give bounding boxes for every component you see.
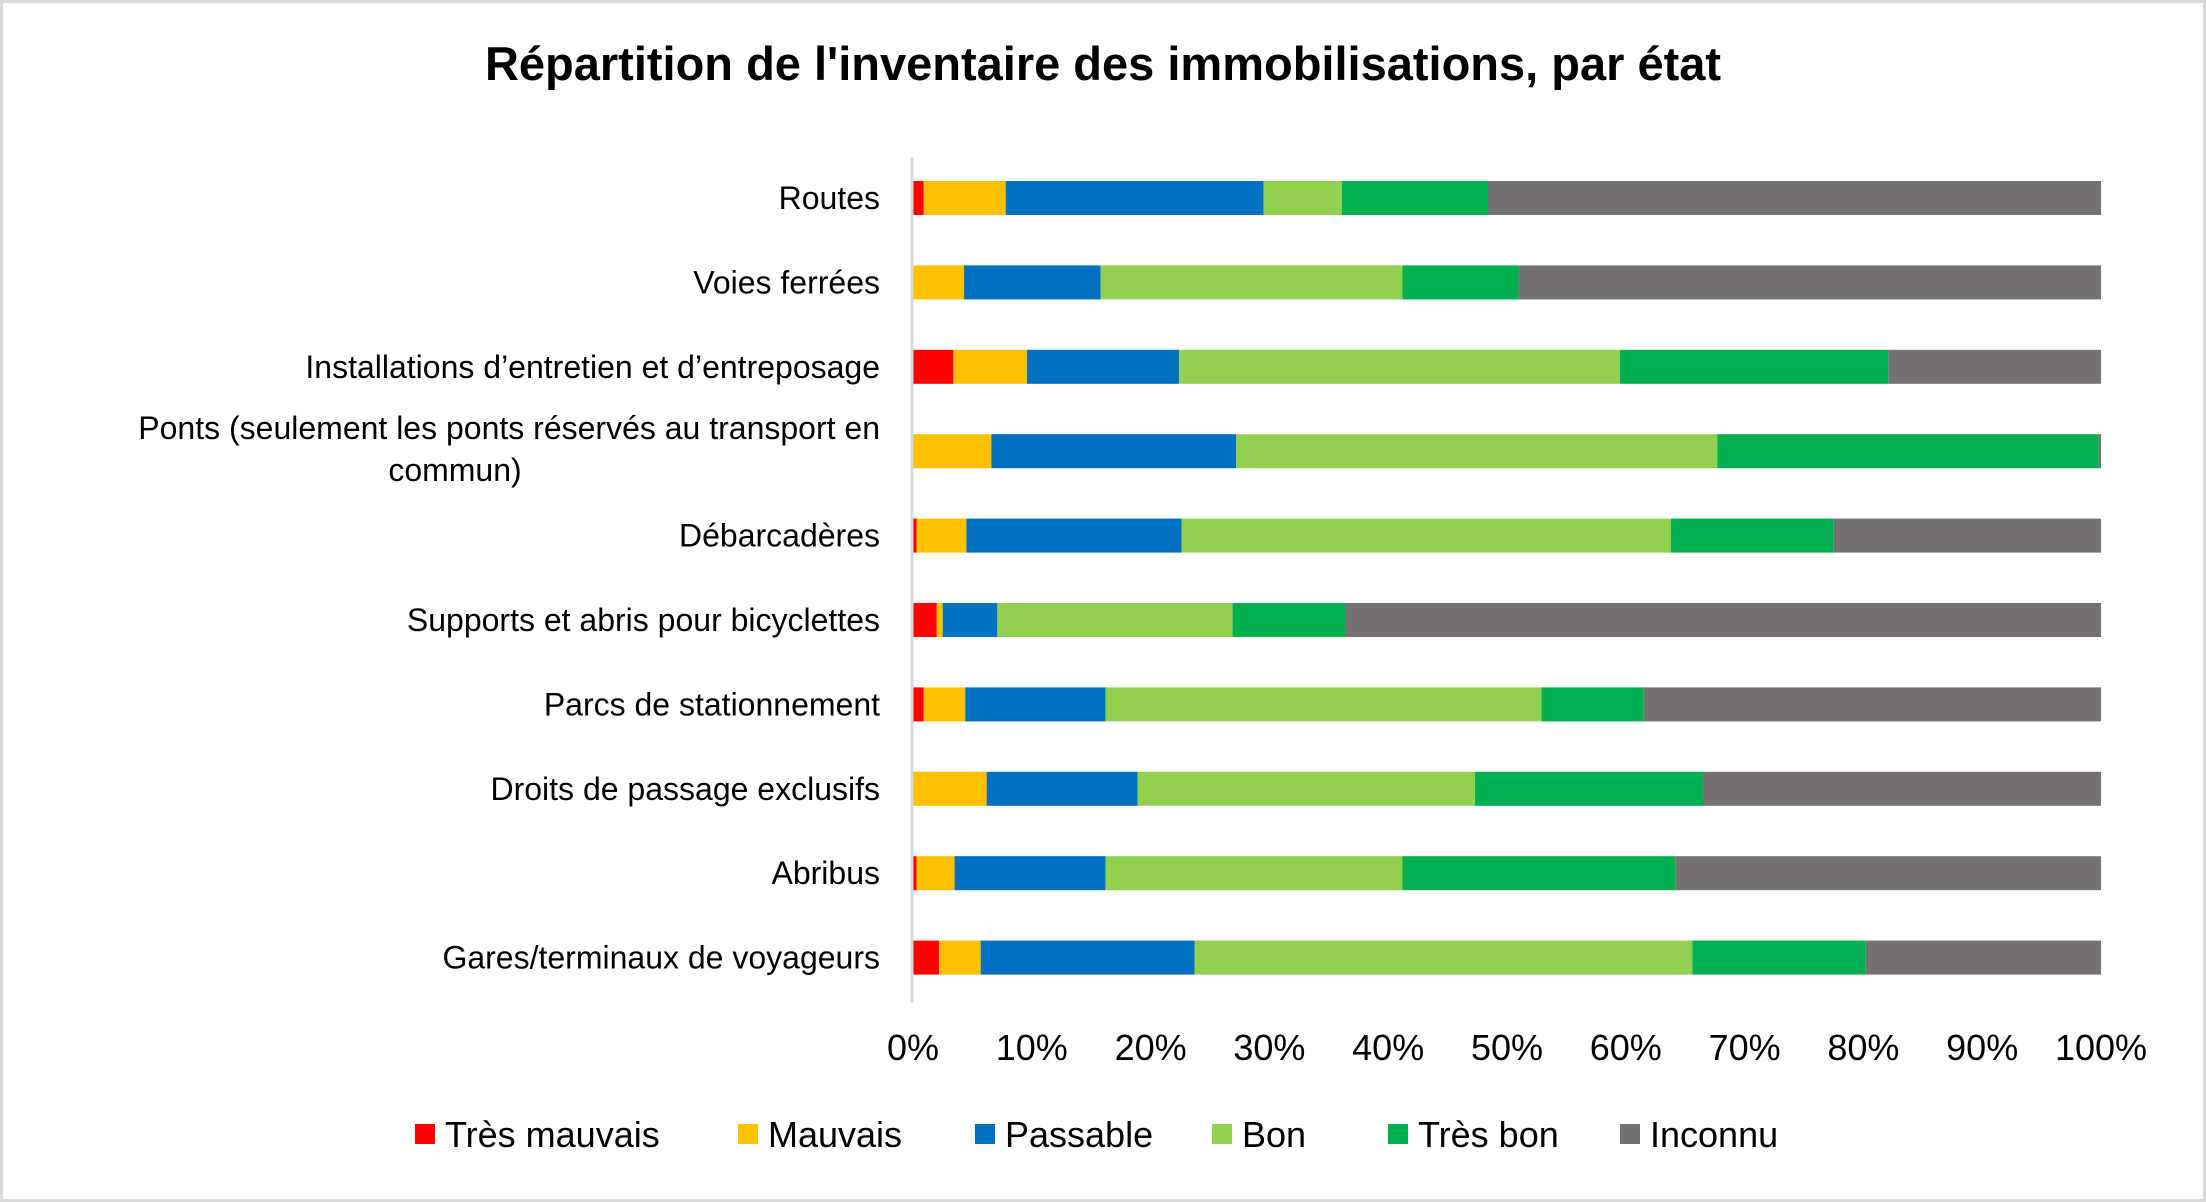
bar-segment-passable-row-2 [964,265,1101,300]
bar-segment-inconnu-row-3 [1888,349,2101,384]
bar-segment-bon-row-4 [1236,434,1718,469]
legend-label: Très mauvais [445,1114,660,1155]
bar-segment-passable-row-10 [980,940,1195,975]
bar-segment-bon-row-1 [1263,181,1342,215]
bar-segment-bon-row-5 [1181,518,1671,553]
bar-segment-tres-mauvais-row-10 [913,940,940,975]
category-label: Supports et abris pour bicyclettes [407,602,880,638]
bar-segment-bon-row-6 [997,603,1233,637]
category-label-line: Ponts (seulement les ponts réservés au t… [138,410,880,446]
bar-segment-tres-bon-row-9 [1402,856,1676,891]
bar-segment-tres-bon-row-6 [1232,603,1346,637]
category-label: Débarcadères [679,518,880,554]
bar-segment-tres-bon-row-2 [1402,265,1519,300]
legend: Très mauvais Mauvais Passable Bon Très bon In… [415,1114,1778,1155]
bar-segment-passable-row-9 [954,856,1106,891]
category-label: Abribus [772,855,881,891]
bar-segment-mauvais-row-1 [923,181,1006,215]
bar-segment-inconnu-row-10 [1865,940,2101,975]
bar-segment-inconnu-row-5 [1833,518,2101,553]
bar-segment-mauvais-row-4 [913,434,992,469]
legend-swatch [1388,1124,1408,1144]
bar-segment-passable-row-4 [991,434,1237,469]
bar-segment-tres-bon-row-7 [1541,687,1644,722]
bar-segment-tres-bon-row-3 [1619,349,1889,384]
bar-segment-passable-row-3 [1027,349,1180,384]
bar-segment-tres-bon-row-4 [1717,434,2099,469]
x-tick-label: 30% [1233,1027,1305,1068]
legend-label: Inconnu [1650,1114,1778,1155]
category-label: Voies ferrées [693,264,880,300]
bar-segment-passable-row-8 [986,771,1138,806]
bar-segment-tres-bon-row-5 [1670,518,1834,553]
x-tick-label: 70% [1709,1027,1781,1068]
bar-segment-tres-mauvais-row-6 [913,603,937,637]
category-label: Ponts (seulement les ponts réservés au t… [138,410,880,488]
bar-segment-tres-mauvais-row-7 [913,687,924,722]
category-label: Droits de passage exclusifs [490,771,880,807]
bar-segment-tres-bon-row-1 [1341,181,1488,215]
x-tick-label: 100% [2055,1027,2147,1068]
bar-segment-tres-mauvais-row-9 [913,856,917,891]
bar-segment-bon-row-10 [1194,940,1693,975]
bar-segment-mauvais-row-8 [913,771,987,806]
x-tick-label: 50% [1471,1027,1543,1068]
legend-swatch [975,1124,995,1144]
bar-segment-inconnu-row-9 [1675,856,2101,891]
x-tick-label: 40% [1352,1027,1424,1068]
chart-title: Répartition de l'inventaire des immobili… [484,37,1722,90]
bar-segment-passable-row-6 [942,603,998,637]
x-tick-label: 90% [1946,1027,2018,1068]
legend-label: Mauvais [768,1114,902,1155]
bar-segment-tres-mauvais-row-5 [913,518,917,553]
bar-segment-mauvais-row-9 [916,856,955,891]
bar-segment-mauvais-row-3 [953,349,1028,384]
category-label-line: commun) [388,452,521,488]
legend-swatch [738,1124,758,1144]
bar-segment-inconnu-row-4 [2098,434,2101,469]
bar-segment-mauvais-row-7 [923,687,966,722]
legend-label: Très bon [1418,1114,1559,1155]
legend-swatch [415,1124,435,1144]
category-label: Parcs de stationnement [544,686,880,722]
bar-segment-bon-row-8 [1137,771,1475,806]
x-tick-label: 80% [1827,1027,1899,1068]
bar-segment-bon-row-9 [1105,856,1403,891]
bar-segment-inconnu-row-8 [1703,771,2101,806]
bar-segment-bon-row-3 [1179,349,1620,384]
bar-segment-tres-mauvais-row-1 [913,181,924,215]
bar-segment-bon-row-7 [1105,687,1542,722]
bar-segment-mauvais-row-5 [916,518,967,553]
bar-segment-mauvais-row-6 [936,603,943,637]
legend-swatch [1620,1124,1640,1144]
bar-segment-mauvais-row-2 [913,265,965,300]
bar-segment-passable-row-1 [1005,181,1264,215]
bar-segment-inconnu-row-1 [1487,181,2101,215]
bar-segment-inconnu-row-7 [1643,687,2101,722]
x-tick-label: 20% [1115,1027,1187,1068]
bar-segment-mauvais-row-10 [939,940,981,975]
legend-label: Bon [1242,1114,1306,1155]
x-tick-label: 60% [1590,1027,1662,1068]
category-label: Gares/terminaux de voyageurs [442,940,880,976]
x-tick-label: 10% [996,1027,1068,1068]
category-labels: Routes Voies ferrées Installations d’entre… [138,180,880,976]
category-label: Routes [779,180,880,216]
bar-segment-inconnu-row-2 [1518,265,2101,300]
bar-segment-tres-bon-row-10 [1692,940,1866,975]
legend-label: Passable [1005,1114,1153,1155]
bar-segment-passable-row-5 [966,518,1182,553]
bar-segment-passable-row-7 [965,687,1106,722]
bar-segment-inconnu-row-6 [1345,603,2101,637]
bar-segment-bon-row-2 [1100,265,1403,300]
bar-segment-tres-bon-row-8 [1474,771,1704,806]
x-tick-labels: 0% 10% 20% 30% 40% 50% 60% 70% 80% 90% 100% [887,1027,2147,1068]
bar-segment-tres-mauvais-row-3 [913,349,954,384]
bars-group [913,181,2101,975]
category-label: Installations d’entretien et d’entreposa… [305,349,880,385]
legend-swatch [1212,1124,1232,1144]
x-tick-label: 0% [887,1027,939,1068]
